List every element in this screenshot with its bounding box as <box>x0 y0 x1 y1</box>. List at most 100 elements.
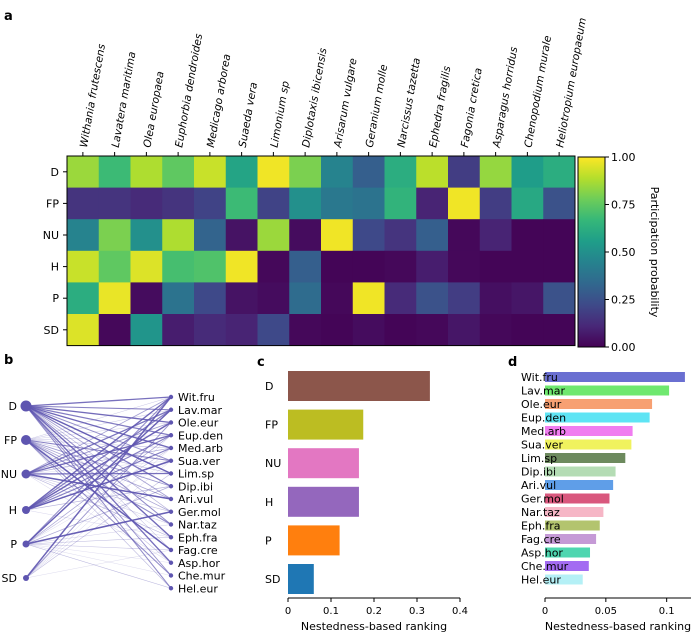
network-edge <box>26 397 171 406</box>
chart-d-category-label-med-arb: Med.arb <box>521 425 566 438</box>
heatmap-cell-h-12 <box>448 251 480 283</box>
heatmap-cell-p-6 <box>258 282 290 314</box>
network-node-label-asp-hor: Asp.hor <box>178 557 220 570</box>
heatmap-cell-fp-5 <box>226 188 258 220</box>
chart-d-category-label-wit-fru: Wit.fru <box>521 371 558 384</box>
network-node-eph-fra <box>169 535 173 539</box>
heatmap-column-label: Suaeda vera <box>237 81 260 148</box>
network-node-nar-taz <box>169 522 173 526</box>
heatmap-cell-p-5 <box>226 282 258 314</box>
chart-c-x-tick-label: 0 <box>285 606 291 617</box>
bar-chart-c: DFPNUHPSD0 0.1 0.2 0.3 0.4Nestedness-based r… <box>265 371 468 633</box>
heatmap-row-label-p: P <box>52 292 59 305</box>
chart-d-category-label-eph-fra: Eph.fra <box>521 520 561 533</box>
network-node-label-hel-eur: Hel.eur <box>178 582 218 595</box>
heatmap-column-label: Heliotropium europaeum <box>554 17 589 149</box>
network-node-label-h: H <box>9 504 17 517</box>
heatmap-column-label: Geranium molle <box>364 64 390 149</box>
network-node-fp <box>21 435 31 445</box>
network-node-label-lav-mar: Lav.mar <box>178 404 222 417</box>
chart-d-category-label-lim-sp: Lim.sp <box>521 452 557 465</box>
network-panel: D FP NU H P SD Wit.fruLav.marOle.eurEup.denMed… <box>1 391 226 595</box>
chart-d-category-label-ger-mol: Ger.mol <box>521 493 564 506</box>
heatmap-cell-h-11 <box>416 251 448 283</box>
heatmap-cell-nu-7 <box>289 219 321 251</box>
chart-c-bar-h <box>288 487 359 517</box>
heatmap-cell-nu-5 <box>226 219 258 251</box>
chart-c-x-tick-label: 0.2 <box>366 606 382 617</box>
network-node-hel-eur <box>169 586 173 590</box>
heatmap-cell-d-8 <box>321 156 353 188</box>
heatmap-cell-d-13 <box>480 156 512 188</box>
panel-letter-d: d <box>508 355 517 370</box>
heatmap-cell-fp-15 <box>543 188 575 220</box>
network-node-h <box>22 506 30 514</box>
heatmap-cell-d-0 <box>67 156 99 188</box>
chart-c-x-tick-label: 0.4 <box>452 606 468 617</box>
heatmap-cell-d-4 <box>194 156 226 188</box>
chart-c-x-tick-label: 0.1 <box>323 606 339 617</box>
bar-chart-d: Wit.fruLav.marOle.eurEup.denMed.arbSua.v… <box>521 371 691 633</box>
heatmap-column-label: Fagonia cretica <box>459 67 485 149</box>
heatmap-cell-nu-10 <box>385 219 417 251</box>
network-node-lav-mar <box>169 408 173 412</box>
heatmap-panel: D FP NU H P SD Withania frutescens Lavatera mar… <box>43 17 589 346</box>
network-node-sua-ver <box>169 459 173 463</box>
colorbar-tick-label: 0.00 <box>611 341 636 354</box>
chart-d-category-label-ole-eur: Ole.eur <box>521 398 562 411</box>
chart-c-bar-fp <box>288 410 363 440</box>
heatmap-cell-p-13 <box>480 282 512 314</box>
heatmap-column-label: Withania frutescens <box>78 43 108 149</box>
heatmap-cell-sd-9 <box>353 314 385 346</box>
heatmap-cell-p-10 <box>385 282 417 314</box>
heatmap-cell-d-10 <box>385 156 417 188</box>
chart-d-category-label-che-mur: Che.mur <box>521 560 569 573</box>
panel-letter-a: a <box>4 9 13 24</box>
network-node-ger-mol <box>169 510 173 514</box>
heatmap-cell-h-13 <box>480 251 512 283</box>
heatmap-row-label-fp: FP <box>46 197 59 210</box>
heatmap-cell-p-12 <box>448 282 480 314</box>
network-node-nu <box>22 470 31 479</box>
heatmap-cell-fp-1 <box>99 188 131 220</box>
heatmap-cell-fp-3 <box>162 188 194 220</box>
heatmap-cell-sd-15 <box>543 314 575 346</box>
heatmap-cell-sd-8 <box>321 314 353 346</box>
network-node-fag-cre <box>169 548 173 552</box>
network-node-che-mur <box>169 573 173 577</box>
heatmap-cell-fp-7 <box>289 188 321 220</box>
heatmap-cell-d-14 <box>512 156 544 188</box>
network-node-label-che-mur: Che.mur <box>178 570 226 583</box>
heatmap-cell-h-1 <box>99 251 131 283</box>
chart-c-category-label-sd: SD <box>265 573 280 586</box>
heatmap-cell-h-2 <box>131 251 163 283</box>
heatmap-column-label: Arisarum vulgare <box>332 57 360 149</box>
heatmap-cell-nu-4 <box>194 219 226 251</box>
heatmap-cell-h-7 <box>289 251 321 283</box>
network-node-label-nu: NU <box>1 468 17 481</box>
heatmap-cell-h-6 <box>258 251 290 283</box>
heatmap-cell-p-15 <box>543 282 575 314</box>
heatmap-cell-sd-6 <box>258 314 290 346</box>
network-edge <box>26 544 171 550</box>
figure: a b c d DFPNUHPSDWithania frutescens Lava… <box>0 0 697 635</box>
heatmap-cell-h-9 <box>353 251 385 283</box>
chart-d-x-axis-label: Nestedness-based ranking <box>545 620 691 633</box>
network-node-label-sua-ver: Sua.ver <box>178 455 220 468</box>
heatmap-column-label: Medicago arborea <box>205 53 233 148</box>
network-edge <box>26 544 171 576</box>
network-node-ari-vul <box>169 497 173 501</box>
chart-c-bar-nu <box>288 448 359 478</box>
panel-letter-b: b <box>4 353 13 368</box>
network-node-eup-den <box>169 433 173 437</box>
heatmap-cell-h-5 <box>226 251 258 283</box>
network-node-label-ger-mol: Ger.mol <box>178 506 221 519</box>
heatmap-cell-sd-0 <box>67 314 99 346</box>
network-node-label-ole-eur: Ole.eur <box>178 417 219 430</box>
heatmap-cell-fp-0 <box>67 188 99 220</box>
heatmap-column-label: Diplotaxis ibicensis <box>300 47 329 149</box>
heatmap-cell-h-10 <box>385 251 417 283</box>
chart-c-category-label-p: P <box>265 534 272 547</box>
network-node-label-eup-den: Eup.den <box>178 429 223 442</box>
chart-c-bar-sd <box>288 564 314 594</box>
